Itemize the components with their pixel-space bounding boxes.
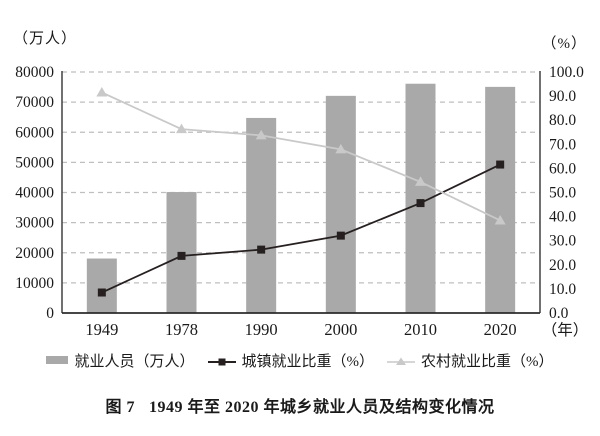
x-tick-1949: 1949: [85, 320, 118, 339]
right-tick-80.0: 80.0: [549, 112, 576, 129]
left-tick-50000: 50000: [15, 154, 54, 171]
legend-item-rural-share: 农村就业比重（%）: [387, 350, 554, 371]
right-tick-10.0: 10.0: [549, 281, 576, 298]
bar-1990: [246, 117, 277, 313]
bar-2020: [485, 86, 516, 314]
right-tick-90.0: 90.0: [549, 88, 576, 105]
right-tick-20.0: 20.0: [549, 257, 576, 274]
urban-share-line: [101, 163, 501, 294]
right-tick-40.0: 40.0: [549, 209, 576, 226]
square-line-swatch-icon: [207, 355, 236, 366]
right-tick-30.0: 30.0: [549, 233, 576, 250]
legend-item-urban-share: 城镇就业比重（%）: [207, 350, 375, 371]
left-tick-20000: 20000: [15, 245, 54, 262]
triangle-line-swatch-icon: [387, 355, 415, 365]
x-axis-unit-label: （年）: [542, 321, 589, 339]
figure-title: 1949 年至 2020 年城乡就业人员及结构变化情况: [149, 399, 495, 416]
x-tick-2000: 2000: [324, 320, 357, 339]
chart-plot: 0 10000 20000 30000 40000 50000 60000 70000 8000…: [15, 64, 589, 339]
legend-label-rural-share: 农村就业比重（%）: [421, 353, 554, 370]
urban-marker-2020: [496, 160, 505, 169]
rural-marker-1949: [96, 86, 108, 97]
left-tick-10000: 10000: [15, 275, 54, 292]
urban-marker-1990: [257, 245, 266, 254]
left-tick-0: 0: [46, 305, 54, 322]
legend-item-employed: 就业人员（万人）: [46, 350, 195, 371]
legend-label-urban-share: 城镇就业比重（%）: [241, 353, 375, 370]
right-tick-100.0: 100.0: [549, 64, 584, 81]
right-tick-0.0: 0.0: [549, 305, 569, 322]
left-tick-30000: 30000: [15, 215, 54, 232]
right-tick-50.0: 50.0: [549, 185, 576, 202]
left-tick-40000: 40000: [15, 185, 54, 202]
rural-marker-2010: [415, 176, 426, 186]
urban-marker-2010: [416, 199, 425, 208]
legend-label-employed: 就业人员（万人）: [74, 353, 195, 370]
right-axis-unit-label: （%）: [541, 36, 587, 52]
rural-share-line: [101, 91, 501, 222]
bar-1949: [86, 258, 117, 313]
urban-marker-1949: [97, 288, 106, 297]
bar-2000: [325, 95, 356, 314]
urban-marker-2000: [336, 231, 345, 240]
figure-number: 图 7: [105, 399, 135, 416]
right-tick-60.0: 60.0: [549, 160, 576, 177]
left-tick-60000: 60000: [15, 124, 54, 141]
rural-marker-1990: [255, 129, 267, 140]
rural-marker-2020: [494, 214, 506, 225]
legend: 就业人员（万人） 城镇就业比重（%） 农村就业比重（%）: [0, 349, 600, 371]
left-tick-80000: 80000: [15, 64, 54, 81]
left-axis-unit-label: （万人）: [13, 31, 78, 47]
rural-marker-2000: [335, 143, 347, 154]
x-tick-2010: 2010: [404, 320, 437, 339]
figure-caption: 图 7 1949 年至 2020 年城乡就业人员及结构变化情况: [0, 393, 600, 417]
x-tick-1978: 1978: [165, 320, 198, 339]
rural-marker-1978: [176, 123, 187, 134]
x-tick-1990: 1990: [245, 320, 278, 339]
right-tick-70.0: 70.0: [549, 136, 576, 153]
left-tick-70000: 70000: [15, 94, 54, 111]
urban-marker-1978: [177, 251, 186, 260]
bar-swatch-icon: [46, 356, 69, 364]
x-tick-2020: 2020: [484, 320, 517, 339]
